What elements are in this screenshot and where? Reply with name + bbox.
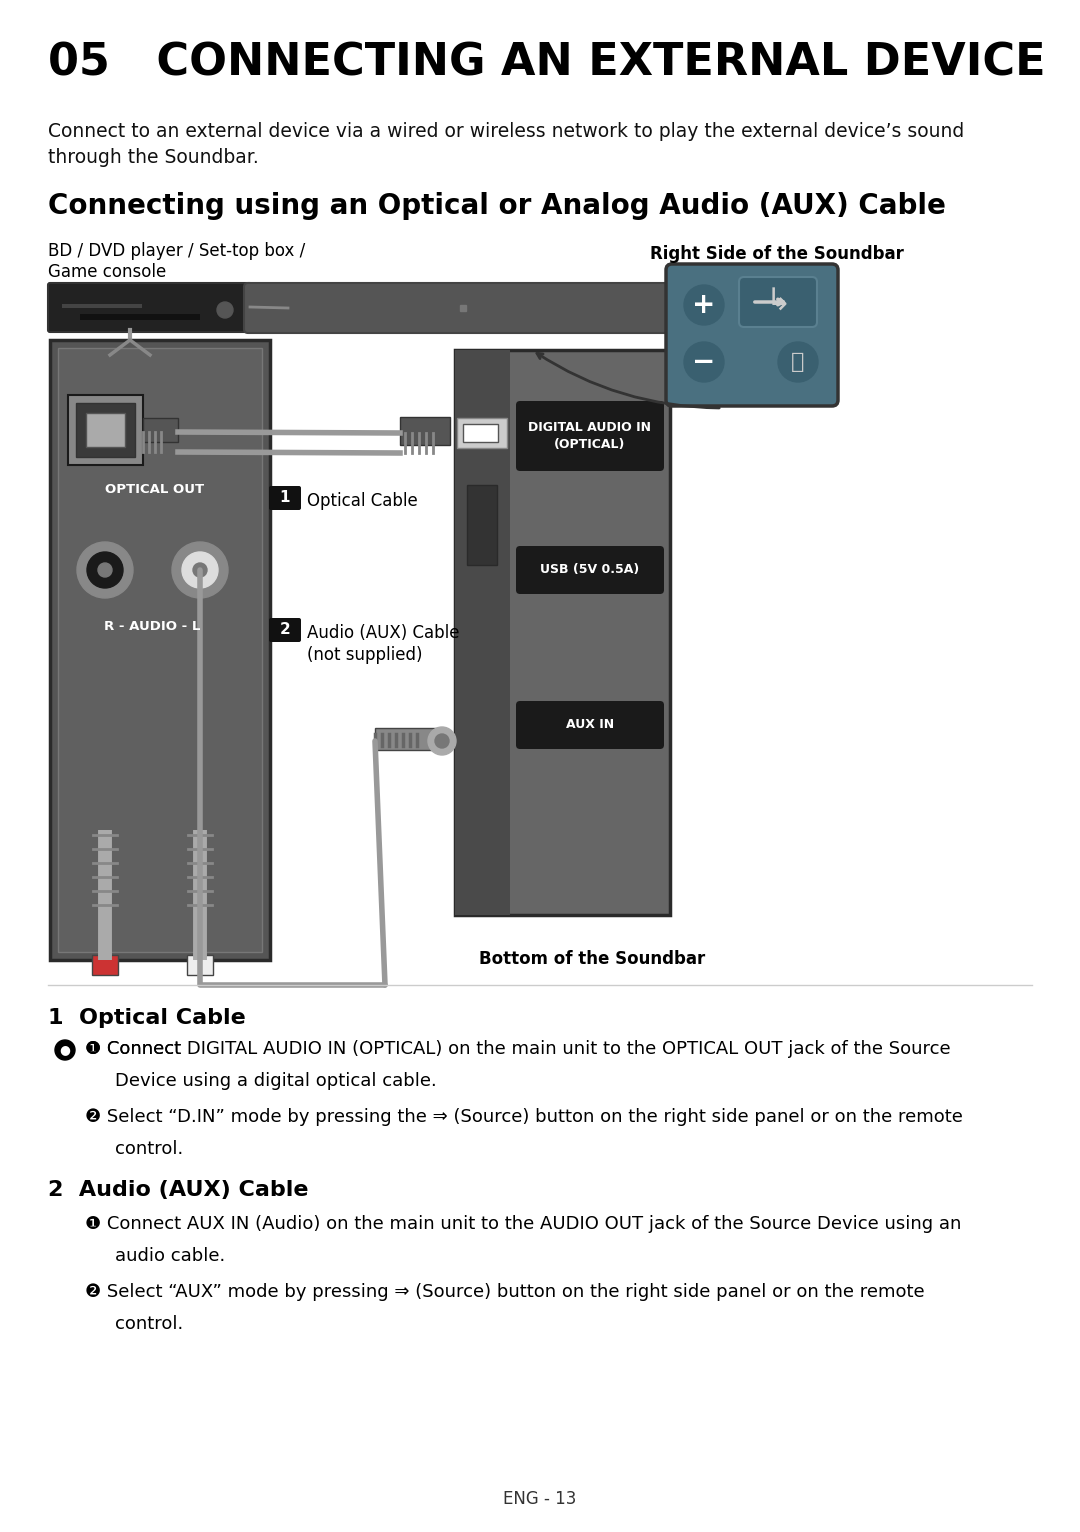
- Text: ENG - 13: ENG - 13: [503, 1491, 577, 1507]
- Text: ❶ Connect DIGITAL AUDIO IN (OPTICAL) on the main unit to the OPTICAL OUT jack of: ❶ Connect DIGITAL AUDIO IN (OPTICAL) on …: [85, 1040, 950, 1059]
- Text: Connect to an external device via a wired or wireless network to play the extern: Connect to an external device via a wire…: [48, 123, 964, 141]
- Circle shape: [55, 1040, 75, 1060]
- Text: ❷ Select “D.IN” mode by pressing the ⇒ (Source) button on the right side panel o: ❷ Select “D.IN” mode by pressing the ⇒ (…: [85, 1108, 963, 1126]
- Text: Optical Cable: Optical Cable: [307, 492, 418, 510]
- Text: Device using a digital optical cable.: Device using a digital optical cable.: [114, 1072, 436, 1089]
- Text: Audio (AUX) Cable: Audio (AUX) Cable: [307, 624, 459, 642]
- Text: AUX IN: AUX IN: [566, 719, 615, 731]
- Circle shape: [183, 552, 218, 588]
- Text: +: +: [692, 291, 716, 319]
- Bar: [375, 728, 440, 751]
- Circle shape: [87, 552, 123, 588]
- FancyBboxPatch shape: [516, 401, 664, 470]
- Text: R - AUDIO - L: R - AUDIO - L: [104, 620, 200, 633]
- Bar: [62, 303, 141, 308]
- Circle shape: [435, 734, 449, 748]
- Text: ❷ Select “AUX” mode by pressing ⇒ (Source) button on the right side panel or on : ❷ Select “AUX” mode by pressing ⇒ (Sourc…: [85, 1282, 924, 1301]
- Bar: [467, 486, 497, 565]
- Circle shape: [172, 542, 228, 597]
- Text: OPTICAL OUT: OPTICAL OUT: [106, 483, 204, 496]
- Circle shape: [193, 562, 207, 578]
- FancyBboxPatch shape: [48, 283, 252, 332]
- Bar: [76, 403, 135, 457]
- Text: ↳: ↳: [766, 288, 791, 317]
- FancyBboxPatch shape: [666, 264, 838, 406]
- Circle shape: [98, 562, 112, 578]
- FancyBboxPatch shape: [516, 702, 664, 749]
- Text: Right Side of the Soundbar: Right Side of the Soundbar: [650, 245, 904, 264]
- Circle shape: [778, 342, 818, 381]
- Text: (not supplied): (not supplied): [307, 647, 422, 663]
- Text: control.: control.: [114, 1140, 184, 1158]
- Text: BD / DVD player / Set-top box /: BD / DVD player / Set-top box /: [48, 242, 306, 260]
- Bar: [455, 349, 670, 915]
- Bar: [50, 340, 270, 961]
- Circle shape: [684, 285, 724, 325]
- Text: Bottom of the Soundbar: Bottom of the Soundbar: [478, 950, 705, 968]
- Text: 1  Optical Cable: 1 Optical Cable: [48, 1008, 246, 1028]
- Bar: [457, 418, 507, 447]
- Text: ❶ Connect AUX IN (Audio) on the main unit to the AUDIO OUT jack of the Source De: ❶ Connect AUX IN (Audio) on the main uni…: [85, 1215, 961, 1233]
- Text: Game console: Game console: [48, 264, 166, 280]
- FancyBboxPatch shape: [269, 486, 301, 510]
- Circle shape: [428, 728, 456, 755]
- FancyBboxPatch shape: [739, 277, 816, 326]
- Text: DIGITAL AUDIO IN
(OPTICAL): DIGITAL AUDIO IN (OPTICAL): [528, 421, 651, 450]
- Circle shape: [684, 342, 724, 381]
- Text: 2  Audio (AUX) Cable: 2 Audio (AUX) Cable: [48, 1180, 309, 1200]
- FancyBboxPatch shape: [516, 545, 664, 594]
- Text: Connecting using an Optical or Analog Audio (AUX) Cable: Connecting using an Optical or Analog Au…: [48, 192, 946, 221]
- Bar: [80, 314, 200, 320]
- Circle shape: [217, 302, 233, 319]
- Bar: [143, 418, 178, 443]
- Text: ⏻: ⏻: [792, 352, 805, 372]
- Text: 1: 1: [280, 490, 291, 506]
- Text: ❶ Connect: ❶ Connect: [85, 1040, 187, 1059]
- Text: 2: 2: [280, 622, 291, 637]
- Bar: [400, 417, 450, 444]
- Text: −: −: [692, 348, 716, 375]
- Bar: [68, 395, 143, 466]
- Bar: [58, 348, 262, 951]
- Bar: [463, 424, 498, 443]
- Bar: [455, 349, 510, 915]
- Text: control.: control.: [114, 1314, 184, 1333]
- FancyBboxPatch shape: [244, 283, 681, 332]
- FancyBboxPatch shape: [269, 617, 301, 642]
- Text: audio cable.: audio cable.: [114, 1247, 226, 1265]
- Text: ●: ●: [59, 1043, 70, 1057]
- Bar: [92, 954, 118, 974]
- Circle shape: [77, 542, 133, 597]
- Text: USB (5V 0.5A): USB (5V 0.5A): [540, 564, 639, 576]
- Text: 05   CONNECTING AN EXTERNAL DEVICE: 05 CONNECTING AN EXTERNAL DEVICE: [48, 41, 1045, 84]
- Bar: [86, 414, 125, 447]
- Bar: [187, 954, 213, 974]
- Text: through the Soundbar.: through the Soundbar.: [48, 149, 259, 167]
